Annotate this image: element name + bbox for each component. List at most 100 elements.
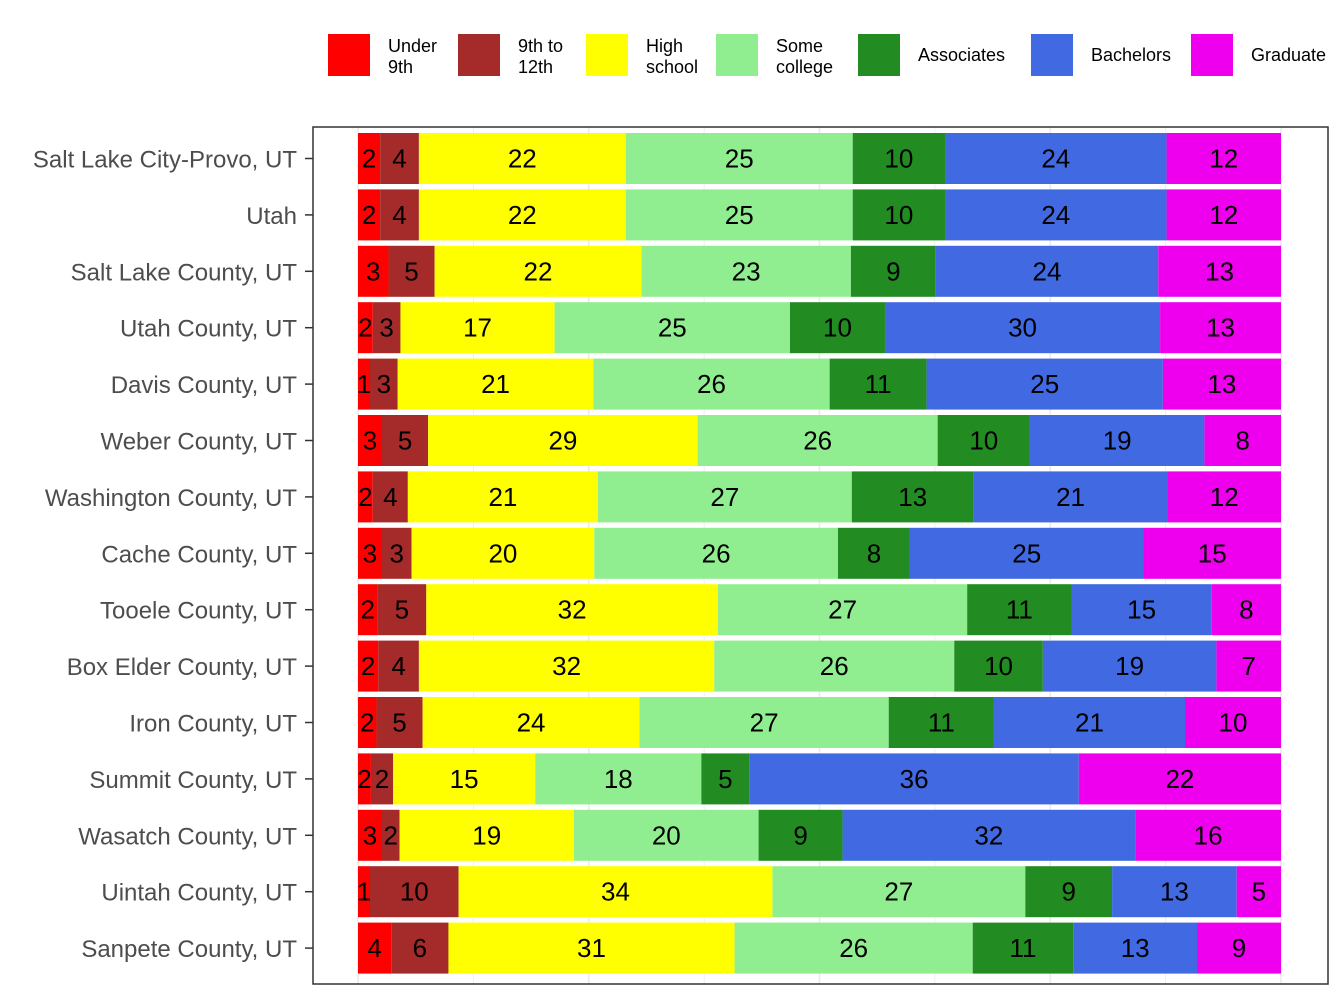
bar-segment [448, 922, 735, 974]
bar-segment [358, 584, 378, 636]
data-label: 20 [488, 538, 517, 568]
bar-segment [358, 358, 370, 410]
data-label: 26 [839, 933, 868, 963]
data-label: 3 [379, 313, 393, 343]
data-label: 13 [1160, 877, 1189, 907]
bar-segment [1167, 471, 1281, 523]
bar-segment [358, 753, 371, 805]
bar-segment [434, 245, 642, 297]
bar-segment [418, 640, 715, 692]
bar-segment [837, 527, 910, 579]
data-label: 25 [1012, 538, 1041, 568]
data-label: 2 [384, 820, 398, 850]
y-tick-label: Cache County, UT [101, 541, 297, 568]
bar-segment [554, 302, 790, 354]
data-label: 11 [865, 369, 892, 399]
legend-swatch [328, 34, 370, 76]
bar-segment [1071, 584, 1212, 636]
bar-segment [597, 471, 852, 523]
data-label: 29 [548, 426, 577, 456]
bar-segment [1143, 527, 1281, 579]
bar-segment [372, 302, 401, 354]
data-label: 23 [732, 256, 761, 286]
data-label: 26 [702, 538, 731, 568]
bar-segment [1073, 922, 1198, 974]
y-tick-label: Davis County, UT [111, 372, 298, 399]
bar-segment [1236, 866, 1281, 918]
data-label: 4 [391, 651, 405, 681]
bar-segment [358, 189, 381, 241]
data-label: 24 [517, 708, 546, 738]
bar-segment [370, 753, 394, 805]
data-label: 10 [400, 877, 429, 907]
data-label: 3 [366, 256, 380, 286]
data-labels: 2 4 22 25 10 24 122 4 22 25 10 24 123 5 22 23 9 24 132 3 17 2… [357, 144, 1266, 964]
legend-label-line1: High [646, 36, 683, 56]
data-label: 8 [867, 538, 881, 568]
y-tick-label: Washington County, UT [45, 485, 297, 512]
bar-segment [852, 133, 946, 184]
legend-swatch [1031, 34, 1073, 76]
bar-segment [372, 471, 408, 523]
bar-segment [829, 358, 927, 410]
data-label: 6 [413, 933, 427, 963]
data-label: 12 [1209, 144, 1238, 174]
data-label: 27 [828, 595, 857, 625]
bar-segment [411, 527, 595, 579]
bar-segment [789, 302, 886, 354]
data-label: 10 [969, 426, 998, 456]
data-label: 26 [697, 369, 726, 399]
data-label: 31 [577, 933, 606, 963]
y-tick-label: Salt Lake County, UT [71, 259, 298, 286]
bar-segment [593, 358, 830, 410]
y-tick-label: Iron County, UT [129, 711, 297, 738]
bar-segment [458, 866, 773, 918]
data-label: 10 [884, 200, 913, 230]
data-label: 22 [508, 200, 537, 230]
bar-segment [397, 358, 594, 410]
data-label: 25 [658, 313, 687, 343]
bar-segment [993, 697, 1186, 748]
legend-swatch [716, 34, 758, 76]
legend-swatch [586, 34, 628, 76]
data-label: 24 [1041, 200, 1070, 230]
bar-segment [885, 302, 1161, 354]
data-label: 13 [1121, 933, 1150, 963]
bar-segment [714, 640, 955, 692]
bar-segment [358, 302, 373, 354]
data-label: 9 [886, 256, 900, 286]
bar-segment [888, 697, 994, 748]
data-label: 5 [395, 595, 409, 625]
y-tick-label: Salt Lake City-Provo, UT [33, 147, 297, 174]
data-label: 25 [725, 144, 754, 174]
data-label: 15 [450, 764, 479, 794]
data-label: 19 [1103, 426, 1132, 456]
bar-segment [418, 189, 626, 241]
data-label: 21 [1075, 708, 1104, 738]
plot-panel-border [312, 126, 1329, 985]
data-label: 21 [488, 482, 517, 512]
bar-segment [358, 866, 370, 918]
bar-segment [358, 471, 373, 523]
bar-segment [639, 697, 889, 748]
bar-segment [935, 245, 1159, 297]
bar-segment [426, 584, 718, 636]
data-label: 9 [1061, 877, 1075, 907]
data-label: 13 [1205, 256, 1234, 286]
data-label: 17 [463, 313, 492, 343]
y-tick-label: Uintah County, UT [101, 880, 297, 907]
data-label: 22 [1165, 764, 1194, 794]
data-label: 13 [1207, 369, 1236, 399]
data-label: 2 [360, 595, 374, 625]
data-label: 1 [357, 877, 371, 907]
data-label: 27 [750, 708, 779, 738]
data-label: 25 [1030, 369, 1059, 399]
bar-segment [1197, 922, 1281, 974]
bar-segment [1029, 415, 1205, 466]
data-label: 13 [898, 482, 927, 512]
legend-label: Bachelors [1091, 45, 1171, 65]
y-tick-label: Utah County, UT [120, 316, 297, 343]
data-label: 9 [1232, 933, 1246, 963]
data-label: 19 [1115, 651, 1144, 681]
data-label: 32 [552, 651, 581, 681]
